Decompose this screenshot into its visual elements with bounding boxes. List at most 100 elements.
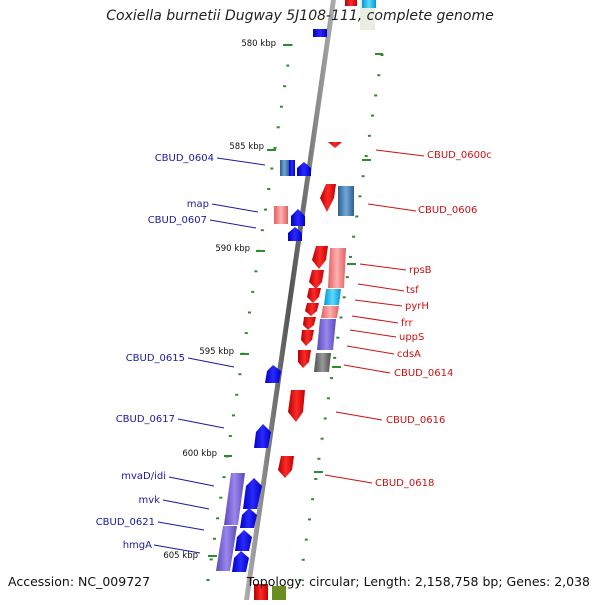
ruler-dot xyxy=(308,518,311,521)
ruler-dot xyxy=(377,74,381,77)
gene-arrow-cbud0617 xyxy=(254,424,271,448)
leader-line xyxy=(324,474,373,484)
gene-block xyxy=(313,29,327,37)
gene-label: CBUD_0615 xyxy=(126,353,185,364)
ruler-dot xyxy=(323,417,327,420)
gene-label: CBUD_0616 xyxy=(386,415,445,426)
ruler-dot xyxy=(216,517,220,520)
ruler-dot xyxy=(336,336,340,339)
gene-label: CBUD_0618 xyxy=(375,478,434,489)
leader-line xyxy=(168,476,215,487)
ruler-dot xyxy=(364,155,368,157)
gene-arrow-cbud0606 xyxy=(320,184,336,212)
left-leader-lines xyxy=(153,157,266,554)
leader-line xyxy=(357,283,405,292)
ruler-dot xyxy=(317,457,321,460)
cog-block xyxy=(274,206,288,224)
ruler-dot xyxy=(276,126,280,129)
reverse-strand-genes xyxy=(232,162,311,572)
leader-line xyxy=(211,203,259,213)
ruler-dot xyxy=(254,270,258,273)
ruler-dot xyxy=(355,215,359,218)
gene-arrow-cbud0618 xyxy=(278,456,294,478)
ruler-dot xyxy=(260,229,264,232)
accession-text: Accession: NC_009727 xyxy=(8,574,151,589)
ruler-dot xyxy=(244,332,248,335)
bottom-edge-features xyxy=(254,584,286,600)
gene-label: pyrH xyxy=(405,301,429,312)
cog-block xyxy=(280,160,289,176)
leader-line xyxy=(157,521,205,531)
gene-arrow-cbud0604 xyxy=(297,162,311,176)
ruler-dot xyxy=(342,296,346,299)
ruler-dot xyxy=(314,478,318,480)
gene-label: rpsB xyxy=(409,265,432,276)
leader-line xyxy=(349,329,397,338)
tick-marks xyxy=(208,44,383,557)
ruler-dot xyxy=(264,208,267,211)
ruler-dot xyxy=(212,537,216,540)
left-gene-labels: CBUD_0604 map CBUD_0607 CBUD_0615 CBUD_0… xyxy=(96,153,214,551)
ruler-dot xyxy=(304,538,308,541)
leader-line xyxy=(177,418,225,429)
gene-label: cdsA xyxy=(397,349,421,360)
gene-block xyxy=(345,0,357,6)
leader-line xyxy=(216,157,266,166)
cog-block xyxy=(289,160,295,176)
ruler-dot xyxy=(273,146,277,149)
gene-label: CBUD_0621 xyxy=(96,517,155,528)
ruler-dot xyxy=(219,496,223,499)
gene-arrow-cbud0616 xyxy=(288,390,305,422)
cog-block xyxy=(224,473,245,525)
right-gene-labels: CBUD_0600c CBUD_0606 rpsB tsf pyrH frr u… xyxy=(375,150,492,489)
tick-label: 600 kbp xyxy=(182,449,217,459)
gene-label: CBUD_0604 xyxy=(155,153,214,164)
ruler-dot xyxy=(358,195,362,198)
leader-line xyxy=(367,203,417,212)
ruler-dot xyxy=(228,435,232,437)
forward-strand-genes xyxy=(278,184,336,478)
leader-line xyxy=(335,411,383,421)
ruler-dot xyxy=(320,437,324,440)
gene-arrow-cbud0615 xyxy=(265,365,281,383)
cog-block xyxy=(216,526,237,571)
ruler-dot xyxy=(238,373,242,376)
ruler-dot xyxy=(345,276,349,279)
gene-label: CBUD_0607 xyxy=(148,215,207,226)
ruler-dot xyxy=(374,94,378,97)
gene-arrow-pyrh xyxy=(307,288,321,303)
cog-block xyxy=(272,586,286,600)
gene-label: mvk xyxy=(139,495,161,506)
ruler-dot xyxy=(206,579,210,581)
ruler-dot xyxy=(267,188,271,190)
ruler-dot xyxy=(301,558,305,561)
tick-label: 585 kbp xyxy=(229,142,264,152)
ruler-dot xyxy=(232,414,235,417)
ruler-dot xyxy=(349,255,352,258)
ruler-dot xyxy=(235,393,239,396)
gene-arrow-cbud0614 xyxy=(298,350,311,368)
ruler-dot xyxy=(286,64,290,67)
gene-label: CBUD_0600c xyxy=(427,150,492,161)
ruler-dot xyxy=(352,235,356,238)
tick-label: 590 kbp xyxy=(215,244,250,254)
gene-label: CBUD_0617 xyxy=(116,414,175,425)
ruler-dot xyxy=(367,134,371,137)
gene-arrow-tsf xyxy=(309,270,324,289)
ruler-dot xyxy=(251,290,255,293)
cog-block xyxy=(362,0,376,8)
leader-line xyxy=(351,315,399,324)
ruler-dot xyxy=(270,167,274,170)
right-leader-lines xyxy=(324,149,425,484)
gene-arrow-upps xyxy=(303,317,316,330)
ruler-dot xyxy=(339,316,343,319)
leader-line xyxy=(187,357,235,368)
leader-line xyxy=(346,345,395,355)
gene-arrow-frr xyxy=(305,303,319,316)
tick-label: 605 kbp xyxy=(163,551,198,561)
gene-arrow-cdsa xyxy=(301,330,314,346)
cog-block xyxy=(324,289,341,305)
leader-line xyxy=(359,263,407,271)
cog-block xyxy=(328,248,346,288)
gene-label: frr xyxy=(401,318,413,329)
